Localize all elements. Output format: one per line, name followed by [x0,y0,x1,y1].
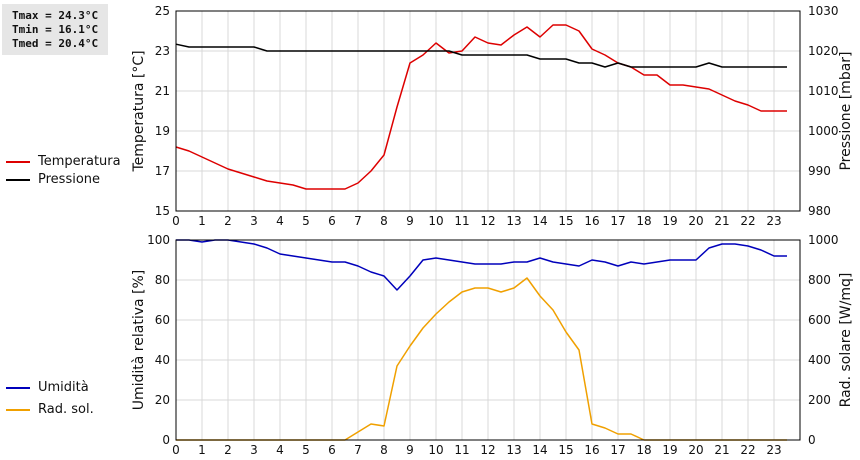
y-tick-label-60: 60 [155,313,170,327]
plot-frame [175,10,801,212]
x-tick-label-17: 17 [610,214,625,228]
y-tick-label-21: 21 [155,84,170,98]
x-tick-label-16: 16 [584,214,599,228]
legend-swatch-umidita [6,387,30,389]
x-tick-label-20: 20 [688,443,703,457]
x-tick-label-10: 10 [428,443,443,457]
x-tick-label-14: 14 [532,214,547,228]
x-tick-label-9: 9 [406,443,414,457]
x-tick-label-17: 17 [610,443,625,457]
humidity-chart: 0 1 2 3 4 5 6 7 8 9 10 11 12 13 14 15 16 17 18 19 20 21 22 2302… [131,233,854,457]
x-tick-label-4: 4 [276,214,284,228]
x-tick-label-12: 12 [480,214,495,228]
y-tick-label-40: 40 [155,353,170,367]
y-right-tick-label-600: 600 [808,313,831,327]
x-tick-label-8: 8 [380,214,388,228]
y-tick-label-0: 0 [162,433,170,447]
legend-swatch-temperatura [6,161,30,163]
x-tick-label-3: 3 [250,214,258,228]
y-right-tick-label-1010: 1010 [808,84,839,98]
x-tick-label-9: 9 [406,214,414,228]
y-tick-label-25: 25 [155,4,170,18]
x-tick-label-11: 11 [454,214,469,228]
x-tick-label-0: 0 [172,214,180,228]
tmin-stat: Tmin = 16.1°C [12,23,99,36]
series-line-umidita [176,239,787,291]
x-tick-label-8: 8 [380,443,388,457]
y-right-tick-label-1000: 1000 [808,124,839,138]
x-tick-label-11: 11 [454,443,469,457]
x-tick-label-7: 7 [354,214,362,228]
x-tick-label-3: 3 [250,443,258,457]
x-tick-label-13: 13 [506,214,521,228]
x-tick-label-13: 13 [506,443,521,457]
series-line-pressione [175,43,787,68]
y-axis-title: Temperatura [°C] [131,50,147,172]
series-line-temperatura [175,24,787,190]
legend-label-pressione: Pressione [38,172,101,187]
x-tick-label-21: 21 [714,443,729,457]
legend-label-rad-sol: Rad. sol. [38,402,94,417]
x-tick-label-6: 6 [328,443,336,457]
y-tick-label-23: 23 [155,44,170,58]
x-tick-label-16: 16 [584,443,599,457]
y-tick-label-100: 100 [147,233,170,247]
y-right-axis-title: Rad. solare [W/mq] [838,273,854,408]
y-right-tick-label-0: 0 [808,433,816,447]
x-tick-label-4: 4 [276,443,284,457]
legend-swatch-rad-sol [6,409,30,411]
x-tick-label-18: 18 [636,214,651,228]
plot-frame [175,239,801,441]
y-right-tick-label-400: 400 [808,353,831,367]
legend-label-umidita: Umidità [38,380,89,395]
legend-label-temperatura: Temperatura [38,154,121,169]
x-tick-label-19: 19 [662,443,677,457]
y-right-tick-label-200: 200 [808,393,831,407]
x-tick-label-1: 1 [198,443,206,457]
legend-swatch-pressione [6,179,30,181]
y-axis-title: Umidità relativa [%] [131,270,147,411]
y-tick-label-15: 15 [155,204,170,218]
y-right-tick-label-980: 980 [808,204,831,218]
y-right-tick-label-1030: 1030 [808,4,839,18]
x-tick-label-23: 23 [766,214,781,228]
x-tick-label-5: 5 [302,214,310,228]
x-tick-label-22: 22 [740,443,755,457]
x-tick-label-7: 7 [354,443,362,457]
x-tick-label-12: 12 [480,443,495,457]
tmax-stat: Tmax = 24.3°C [12,9,99,22]
x-tick-label-21: 21 [714,214,729,228]
x-tick-label-14: 14 [532,443,547,457]
y-right-tick-label-800: 800 [808,273,831,287]
x-tick-label-18: 18 [636,443,651,457]
x-tick-label-5: 5 [302,443,310,457]
y-tick-label-80: 80 [155,273,170,287]
series-line-rad-sol [176,277,787,441]
y-right-tick-label-1000: 1000 [808,233,839,247]
y-tick-label-20: 20 [155,393,170,407]
x-tick-label-2: 2 [224,214,232,228]
x-tick-label-23: 23 [766,443,781,457]
y-right-tick-label-1020: 1020 [808,44,839,58]
temp-chart: 0 1 2 3 4 5 6 7 8 9 10 11 12 13 14 15 16 17 18 19 20 21 22 2315… [131,4,854,228]
x-tick-label-19: 19 [662,214,677,228]
x-tick-label-1: 1 [198,214,206,228]
stats-box: Tmax = 24.3°C Tmin = 16.1°C Tmed = 20.4°… [2,4,108,55]
x-tick-label-2: 2 [224,443,232,457]
x-tick-label-10: 10 [428,214,443,228]
x-tick-label-15: 15 [558,214,573,228]
x-tick-label-0: 0 [172,443,180,457]
y-tick-label-17: 17 [155,164,170,178]
y-right-axis-title: Pressione [mbar] [838,51,854,170]
x-tick-label-20: 20 [688,214,703,228]
y-tick-label-19: 19 [155,124,170,138]
x-tick-label-22: 22 [740,214,755,228]
x-tick-label-15: 15 [558,443,573,457]
y-right-tick-label-990: 990 [808,164,831,178]
x-tick-label-6: 6 [328,214,336,228]
tmed-stat: Tmed = 20.4°C [12,37,99,50]
